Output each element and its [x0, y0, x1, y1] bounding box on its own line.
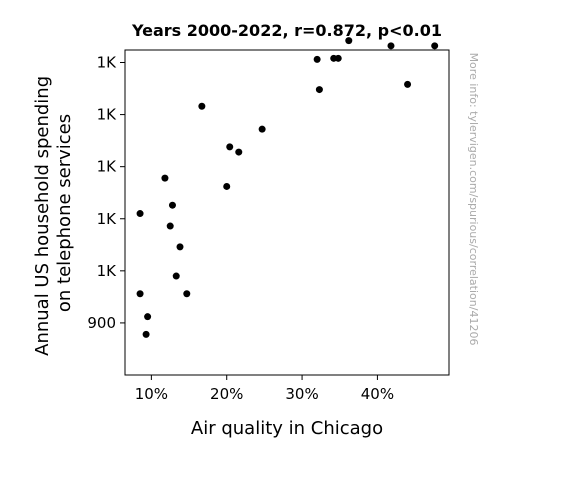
data-point [235, 148, 243, 156]
x-tick-label: 30% [285, 385, 318, 403]
y-axis-label-line-2: on telephone services [54, 114, 75, 312]
data-point [313, 55, 321, 63]
data-point [183, 290, 191, 298]
watermark: More info: tylervigen.com/spurious/corre… [467, 53, 480, 346]
data-point [315, 86, 323, 94]
data-point [144, 313, 152, 321]
data-point [198, 102, 206, 110]
data-point [172, 272, 180, 280]
data-point [168, 201, 176, 209]
y-tick-label: 1K [97, 54, 118, 72]
data-point [136, 210, 144, 218]
data-point [431, 42, 439, 50]
data-point [223, 182, 231, 190]
y-tick-label: 1K [97, 106, 118, 124]
chart-title: Years 2000-2022, r=0.872, p<0.01 [131, 21, 442, 40]
y-axis-label-line-1: Annual US household spending [32, 76, 53, 356]
x-axis-ticks: 10% 20% 30% 40% [135, 375, 394, 403]
plot-area [124, 49, 450, 376]
data-point [166, 222, 174, 230]
data-point [226, 143, 234, 151]
y-tick-label: 1K [97, 210, 118, 228]
data-point [136, 290, 144, 298]
data-point [345, 37, 353, 45]
y-axis-ticks: 900 1K 1K 1K 1K 1K [87, 54, 125, 332]
x-tick-label: 40% [361, 385, 394, 403]
y-axis-label: Annual US household spending on telephon… [32, 70, 75, 356]
data-points [136, 37, 439, 338]
data-point [387, 42, 395, 50]
data-point [404, 80, 412, 88]
data-point [334, 54, 342, 62]
x-tick-label: 20% [210, 385, 243, 403]
data-point [142, 330, 150, 338]
data-point [176, 243, 184, 251]
x-axis-label: Air quality in Chicago [191, 418, 383, 439]
data-point [161, 174, 169, 182]
x-tick-label: 10% [135, 385, 168, 403]
data-point [258, 125, 266, 133]
y-tick-label: 900 [87, 314, 116, 332]
y-tick-label: 1K [97, 158, 118, 176]
y-tick-label: 1K [97, 262, 118, 280]
